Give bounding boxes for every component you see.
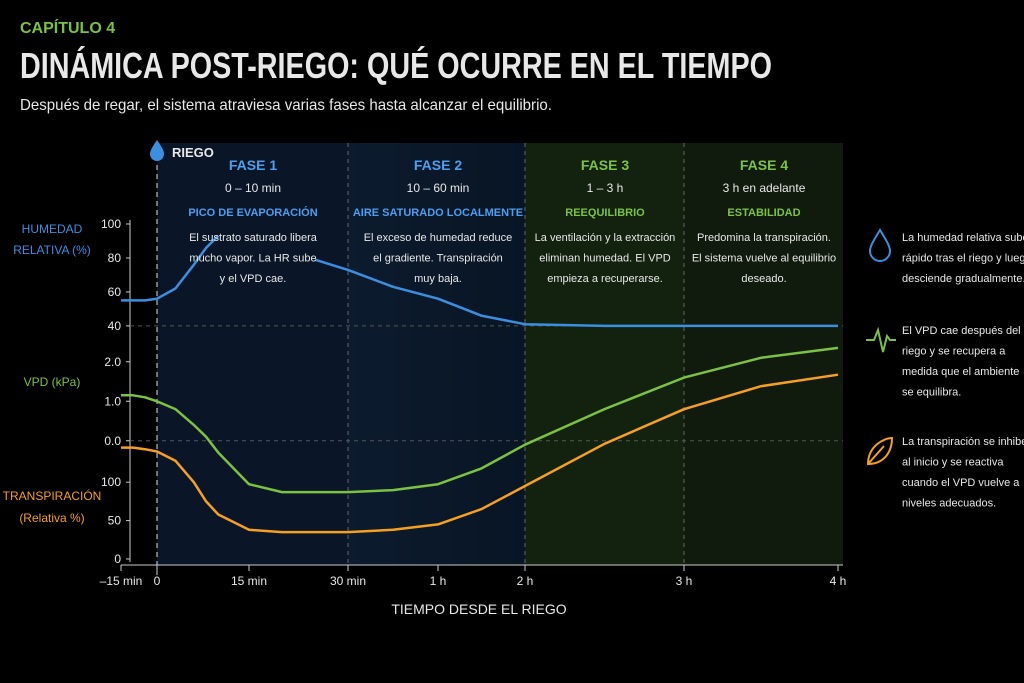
y-tick-label: 100 [101, 475, 121, 489]
phase-time: 10 – 60 min [407, 181, 470, 195]
phase-name: FASE 2 [414, 157, 462, 173]
note-text: riego y se recupera a [902, 346, 1006, 358]
phase-text: empieza a recuperarse. [547, 273, 663, 285]
x-tick-label: 3 h [676, 574, 693, 588]
phase-bg [684, 143, 843, 565]
phase-bg [157, 143, 348, 565]
phase-heading: ESTABILIDAD [727, 207, 800, 219]
phase-time: 0 – 10 min [225, 181, 281, 195]
y-tick-label: 80 [108, 251, 122, 265]
y-axis-title: VPD (kPa) [24, 375, 81, 389]
note-text: medida que el ambiente [902, 366, 1019, 378]
y-tick-label: 40 [108, 319, 122, 333]
x-tick-label: 0 [154, 574, 161, 588]
y-tick-label: 2.0 [104, 355, 121, 369]
y-tick-label: 0 [114, 552, 121, 566]
x-tick-label: 1 h [430, 574, 447, 588]
phase-text: La ventilación y la extracción [535, 232, 676, 244]
phase-text: muy baja. [414, 273, 462, 285]
note-text: cuando el VPD vuelve a [902, 477, 1020, 489]
chapter: CAPÍTULO 4 [20, 18, 115, 37]
x-axis-title: TIEMPO DESDE EL RIEGO [391, 601, 566, 617]
note-text: niveles adecuados. [902, 498, 996, 510]
phase-name: FASE 4 [740, 157, 788, 173]
phase-time: 1 – 3 h [587, 181, 624, 195]
note-text: La humedad relativa sube [902, 232, 1024, 244]
series-line [121, 373, 839, 534]
note-text: rápido tras el riego y luego [902, 253, 1024, 265]
phase-name: FASE 1 [229, 157, 277, 173]
y-axis-title: TRANSPIRACIÓN [3, 488, 102, 503]
leaf-icon [866, 436, 894, 466]
phase-text: eliminan humedad. El VPD [539, 253, 671, 265]
series-line [121, 235, 838, 328]
title: DINÁMICA POST-RIEGO: QUÉ OCURRE EN EL TI… [20, 45, 772, 86]
y-axis-title: (Relativa %) [19, 511, 84, 525]
y-axis-title: HUMEDAD [22, 222, 83, 236]
drop-icon [150, 140, 164, 161]
y-axis-title: RELATIVA (%) [13, 243, 91, 257]
note-text: El VPD cae después del [902, 325, 1021, 337]
phase-text: El sistema vuelve al equilibrio [692, 253, 836, 265]
phase-heading: REEQUILIBRIO [565, 207, 645, 219]
y-tick-label: 1.0 [104, 394, 121, 408]
phase-text: mucho vapor. La HR sube [189, 253, 316, 265]
phase-heading: PICO DE EVAPORACIÓN [188, 206, 317, 219]
phase-text: deseado. [741, 273, 786, 285]
event-label: RIEGO [172, 145, 214, 160]
phase-text: y el VPD cae. [220, 273, 287, 285]
y-tick-label: 100 [101, 217, 121, 231]
phase-time: 3 h en adelante [723, 181, 806, 195]
vpd-icon [866, 326, 896, 353]
x-tick-label: 15 min [231, 574, 267, 588]
note-text: se equilibra. [902, 387, 961, 399]
phase-text: Predomina la transpiración. [697, 232, 831, 244]
x-tick-label: –15 min [100, 574, 143, 588]
phase-bg [525, 143, 684, 565]
y-tick-label: 60 [108, 285, 122, 299]
y-tick-label: 50 [108, 514, 122, 528]
x-tick-label: 2 h [517, 574, 534, 588]
x-tick-label: 4 h [830, 574, 847, 588]
phase-name: FASE 3 [581, 157, 629, 173]
y-tick-label: 0.0 [104, 434, 121, 448]
series-line [121, 346, 839, 494]
humidity-icon [868, 228, 892, 262]
x-tick-label: 30 min [330, 574, 366, 588]
phase-text: El sustrato saturado libera [189, 232, 318, 244]
phase-heading: AIRE SATURADO LOCALMENTE [353, 207, 523, 219]
note-text: al inicio y se reactiva [902, 457, 1004, 469]
phase-text: El exceso de humedad reduce [364, 232, 513, 244]
subtitle: Después de regar, el sistema atraviesa v… [20, 97, 552, 114]
phase-bg [348, 143, 525, 565]
note-text: La transpiración se inhibe [902, 436, 1024, 448]
note-text: desciende gradualmente. [902, 273, 1024, 285]
phase-text: el gradiente. Transpiración [373, 253, 503, 265]
